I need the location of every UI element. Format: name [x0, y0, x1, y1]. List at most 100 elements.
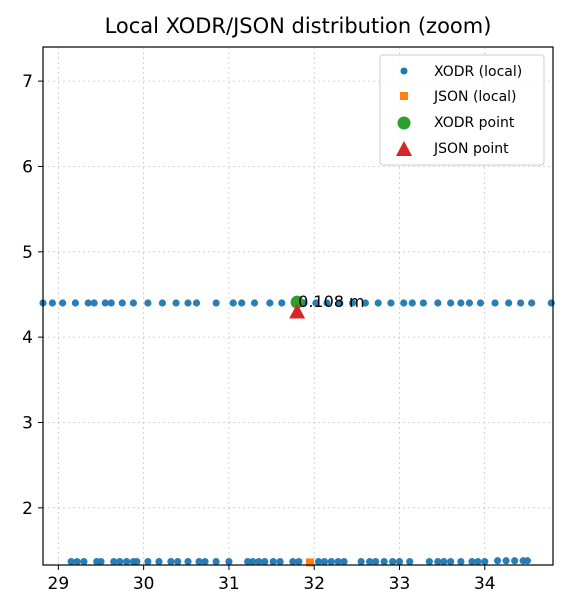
- xodr-local-point: [366, 557, 374, 566]
- legend-label-json-point: JSON point: [433, 141, 509, 157]
- xodr-local-point: [434, 299, 442, 307]
- chart-title: Local XODR/JSON distribution (zoom): [105, 14, 492, 38]
- xodr-local-point: [266, 299, 274, 307]
- xodr-local-point: [238, 299, 246, 307]
- xodr-local-point: [314, 557, 323, 566]
- xodr-local-point: [457, 299, 465, 307]
- legend-marker-xodr-local: [400, 67, 408, 75]
- xodr-local-point: [481, 557, 489, 566]
- xodr-local-point: [476, 299, 485, 307]
- xodr-local-point: [348, 299, 357, 307]
- xodr-local-point: [372, 557, 380, 566]
- xodr-local-point: [511, 557, 519, 565]
- legend-label-xodr-local: XODR (local): [434, 64, 522, 80]
- xodr-local-point: [84, 299, 92, 307]
- xodr-local-point: [212, 557, 220, 566]
- xodr-local-point: [425, 557, 433, 566]
- xodr-local-point: [334, 557, 342, 566]
- xodr-local-point: [107, 299, 115, 307]
- x-tick-label: 29: [48, 574, 70, 594]
- xodr-local-point: [192, 299, 201, 307]
- y-tick-label: 2: [22, 499, 33, 519]
- xodr-local-point: [434, 557, 442, 566]
- xodr-local-point: [229, 299, 237, 307]
- xodr-local-point: [59, 299, 67, 307]
- xodr-local-point: [408, 299, 416, 307]
- xodr-local-point: [491, 299, 499, 307]
- plot-points: [39, 295, 555, 567]
- legend-label-json-local: JSON (local): [433, 89, 517, 105]
- xodr-local-point: [419, 299, 427, 307]
- xodr-local-point: [493, 557, 502, 565]
- xodr-local-point: [155, 557, 163, 566]
- legend: XODR (local) JSON (local) XODR point JSO…: [379, 54, 545, 166]
- xodr-local-point: [118, 299, 126, 307]
- xodr-local-point: [184, 557, 192, 566]
- json-point-marker: [289, 303, 306, 319]
- xodr-local-point: [357, 557, 365, 566]
- xodr-local-point: [312, 299, 320, 307]
- legend-box: [379, 54, 545, 166]
- xodr-local-point: [172, 299, 180, 307]
- xodr-local-point: [144, 557, 152, 566]
- xodr-local-point: [71, 299, 80, 307]
- distance-annotation: 0.108 m: [298, 292, 364, 311]
- xodr-local-point: [336, 299, 344, 307]
- legend-label-xodr-point: XODR point: [434, 115, 515, 131]
- xodr-local-point: [295, 557, 303, 566]
- xodr-local-point: [184, 299, 192, 307]
- y-tick-label: 6: [22, 157, 33, 177]
- xodr-local-point: [387, 299, 395, 307]
- xodr-local-point: [547, 299, 555, 307]
- xodr-local-point: [90, 299, 98, 307]
- xodr-local-point: [73, 557, 81, 566]
- xodr-local-point: [101, 299, 109, 307]
- xodr-local-point: [97, 557, 105, 566]
- xodr-local-point: [110, 557, 118, 566]
- xodr-local-point: [244, 557, 252, 566]
- xodr-local-point: [327, 557, 335, 566]
- xodr-local-point: [400, 299, 408, 307]
- x-tick-label: 30: [133, 574, 155, 594]
- xodr-local-point: [395, 557, 404, 566]
- xodr-local-point: [505, 299, 513, 307]
- plot-frame: [42, 46, 554, 566]
- xodr-local-point: [276, 557, 284, 566]
- xodr-local-point: [320, 557, 329, 566]
- x-tick-label: 34: [474, 574, 496, 594]
- xodr-local-point: [516, 299, 525, 307]
- xodr-local-point: [289, 557, 297, 566]
- y-tick-label: 4: [22, 328, 33, 348]
- xodr-local-point: [447, 557, 455, 566]
- xodr-local-point: [474, 557, 482, 566]
- xodr-local-point: [323, 299, 331, 307]
- xodr-local-point: [523, 557, 532, 565]
- xodr-local-point: [201, 557, 209, 566]
- xodr-local-point: [528, 299, 536, 307]
- xodr-local-point: [158, 299, 166, 307]
- xodr-local-point: [167, 557, 175, 566]
- xodr-local-point: [406, 557, 414, 566]
- xodr-local-point: [255, 557, 263, 566]
- xodr-point-marker: [290, 295, 304, 309]
- legend-marker-xodr-point: [397, 116, 411, 130]
- y-tick-label: 3: [22, 413, 33, 433]
- xodr-local-point: [67, 557, 75, 566]
- xodr-local-point: [250, 299, 259, 307]
- xodr-local-point: [380, 557, 388, 566]
- x-tick-label: 33: [389, 574, 411, 594]
- xodr-local-point: [122, 557, 131, 566]
- y-tick-label: 5: [22, 243, 33, 263]
- xodr-local-point: [340, 557, 348, 566]
- xodr-local-point: [212, 299, 220, 307]
- legend-marker-json-local: [400, 92, 408, 100]
- xodr-local-point: [502, 557, 510, 565]
- xodr-local-point: [261, 557, 269, 566]
- xodr-local-point: [278, 299, 286, 307]
- xodr-local-point: [447, 299, 455, 307]
- xodr-local-point: [144, 299, 152, 307]
- x-tick-label: 31: [218, 574, 240, 594]
- xodr-local-point: [374, 299, 382, 307]
